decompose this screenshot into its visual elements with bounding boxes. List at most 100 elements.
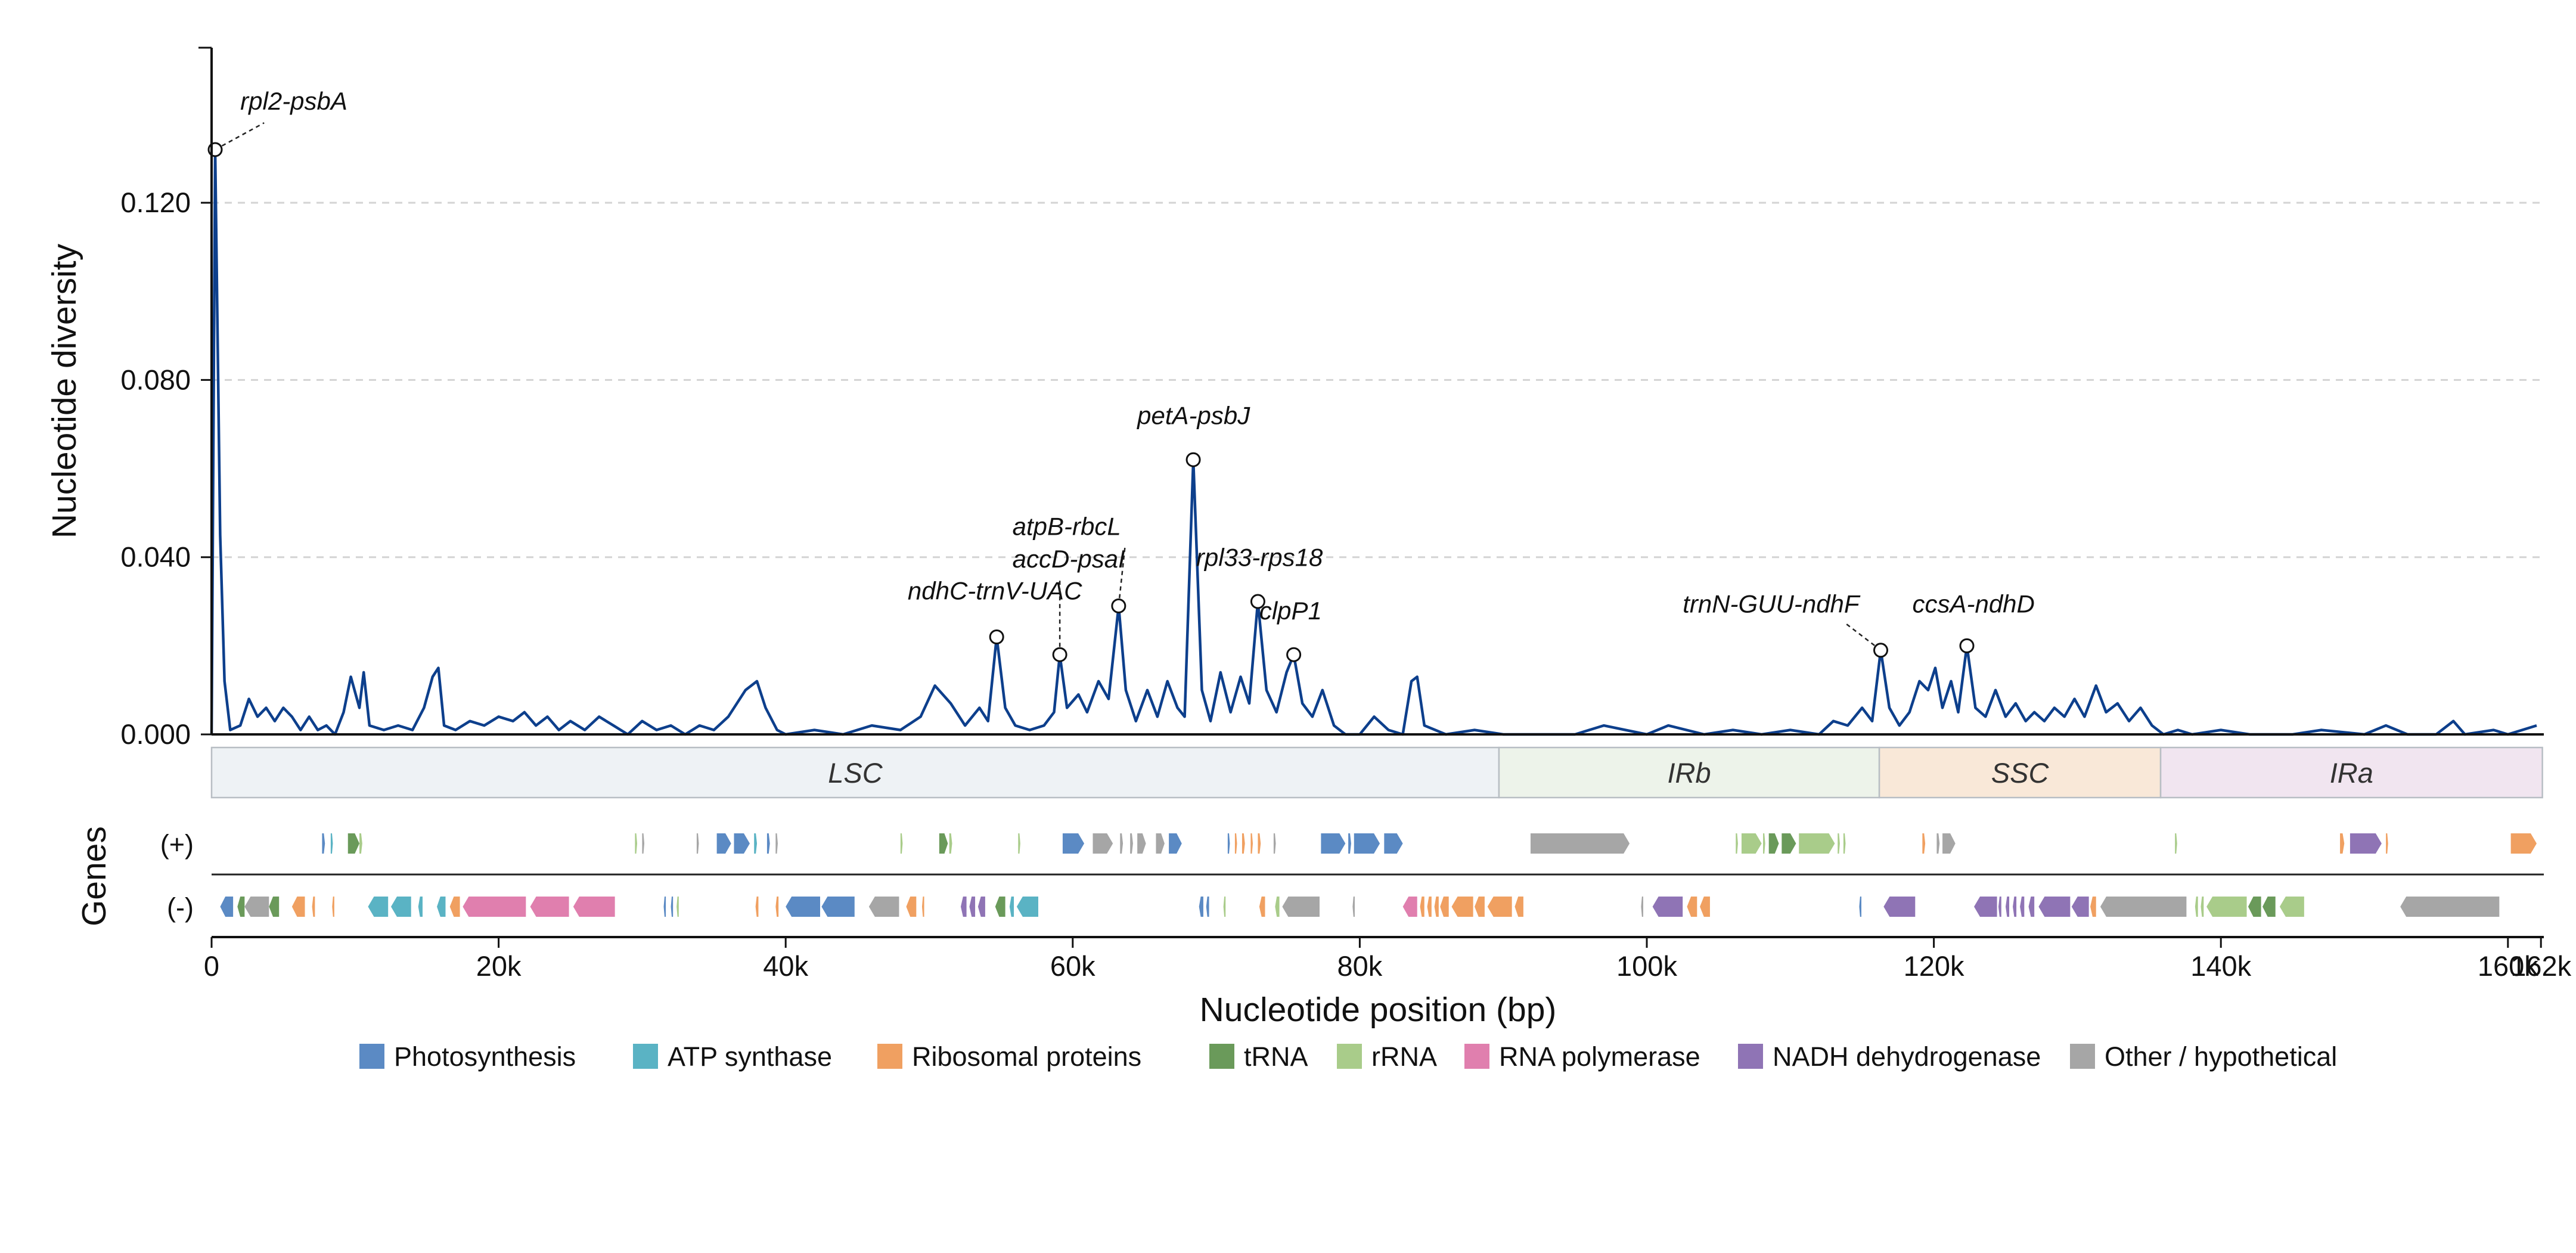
gene-feature xyxy=(1799,833,1835,854)
minus-strand-label: (-) xyxy=(167,892,194,923)
peak-leader xyxy=(1118,545,1126,606)
gene-feature xyxy=(1352,897,1355,917)
x-tick-label: 162k xyxy=(2510,950,2571,982)
gene-feature xyxy=(1062,833,1085,854)
gene-feature xyxy=(2510,833,2537,854)
gene-feature xyxy=(676,897,679,917)
peak-marker xyxy=(1286,647,1302,662)
gene-feature xyxy=(1009,897,1014,917)
gene-feature xyxy=(220,897,234,917)
gene-feature xyxy=(755,897,759,917)
gene-feature xyxy=(1768,833,1779,854)
peak-marker xyxy=(1959,638,1975,653)
y-axis-title: Nucleotide diversity xyxy=(45,243,83,538)
gene-feature xyxy=(1258,833,1261,854)
peak-label: petA-psbJ xyxy=(1136,402,1250,430)
gene-feature xyxy=(868,897,899,917)
gene-feature xyxy=(1936,833,1940,854)
peak-leader xyxy=(215,122,265,151)
gene-feature xyxy=(775,897,779,917)
gene-feature xyxy=(2262,897,2276,917)
gene-feature xyxy=(900,833,903,854)
legend-swatch xyxy=(1464,1044,1489,1069)
region-ssc xyxy=(1878,746,2162,799)
gene-feature xyxy=(1384,833,1403,854)
gene-feature xyxy=(269,897,280,917)
diversity-line xyxy=(210,148,2537,736)
gene-feature xyxy=(391,897,411,917)
gene-feature xyxy=(530,897,569,917)
gene-feature xyxy=(1259,897,1265,917)
gene-feature xyxy=(359,833,362,854)
x-tick-label: 140k xyxy=(2190,950,2251,982)
gene-feature xyxy=(642,833,645,854)
gene-feature xyxy=(2028,897,2035,917)
x-tick-label: 160k xyxy=(2478,950,2538,982)
gene-feature xyxy=(2038,897,2071,917)
gene-feature xyxy=(1451,897,1473,917)
gene-feature xyxy=(663,897,666,917)
region-label: IRb xyxy=(1667,757,1711,789)
gene-feature xyxy=(2201,897,2204,917)
gene-feature xyxy=(775,833,778,854)
gene-feature xyxy=(1156,833,1165,854)
peak-label: accD-psaI xyxy=(1013,545,1125,573)
legend-swatch xyxy=(1209,1044,1234,1069)
gene-feature xyxy=(1487,897,1512,917)
gene-feature xyxy=(1402,897,1417,917)
legend-label: rRNA xyxy=(1371,1041,1437,1072)
legend-label: Ribosomal proteins xyxy=(912,1041,1141,1072)
gene-feature xyxy=(2400,897,2500,917)
legend-swatch xyxy=(359,1044,384,1069)
gene-feature xyxy=(1763,833,1765,854)
gene-feature xyxy=(1120,833,1123,854)
peak-label: rpl33-rps18 xyxy=(1196,544,1323,572)
gene-feature xyxy=(995,897,1005,917)
gene-feature xyxy=(1427,897,1432,917)
gene-feature xyxy=(1206,897,1209,917)
x-axis-title: Nucleotide position (bp) xyxy=(1200,991,1557,1029)
gene-feature xyxy=(1652,897,1683,917)
peak-label: ndhC-trnV-UAC xyxy=(908,576,1082,604)
gene-feature xyxy=(573,897,615,917)
diversity-plot: rpl2-psbA ndhC-trnV-UAC accD-psaI atpB-rbcL… xyxy=(207,87,2537,736)
gene-feature xyxy=(716,833,731,854)
gene-feature xyxy=(1514,897,1523,917)
gene-feature xyxy=(368,897,389,917)
gene-feature xyxy=(821,897,855,917)
y-tick-label: 0.040 xyxy=(120,541,191,573)
gene-feature xyxy=(2071,897,2089,917)
gene-feature xyxy=(1223,897,1226,917)
grid-lines xyxy=(212,201,2544,559)
legend-label: RNA polymerase xyxy=(1499,1041,1700,1072)
peak-label: rpl2-psbA xyxy=(240,87,347,115)
gene-feature xyxy=(696,833,699,854)
gene-feature xyxy=(977,897,985,917)
gene-feature xyxy=(1234,833,1237,854)
gene-feature xyxy=(960,897,967,917)
legend-swatch xyxy=(1337,1044,1362,1069)
gene-feature xyxy=(734,833,750,854)
peak-label: atpB-rbcL xyxy=(1013,513,1121,541)
gene-feature xyxy=(332,897,334,917)
region-label: IRa xyxy=(2330,757,2373,789)
gene-feature xyxy=(1275,897,1280,917)
gene-feature xyxy=(939,833,948,854)
gene-feature xyxy=(1348,833,1351,854)
gene-feature xyxy=(2248,897,2261,917)
gene-feature xyxy=(1998,897,2001,917)
gene-feature xyxy=(1883,897,1916,917)
gene-feature xyxy=(1434,897,1439,917)
legend: Photosynthesis ATP synthase Ribosomal prot… xyxy=(359,1041,2337,1072)
gene-feature xyxy=(437,897,446,917)
gene-feature xyxy=(1273,833,1276,854)
peak-label: trnN-GUU-ndhF xyxy=(1683,590,1861,618)
gene-feature xyxy=(1859,897,1861,917)
axes: 0.000 0.040 0.080 0.120 0 20k 40k 60k 80k 100k 120… xyxy=(120,46,2572,982)
legend-label: Other / hypothetical xyxy=(2105,1041,2337,1072)
gene-feature xyxy=(2020,897,2025,917)
legend-swatch xyxy=(633,1044,658,1069)
region-label: SSC xyxy=(1991,757,2050,789)
peak-marker xyxy=(989,629,1004,644)
